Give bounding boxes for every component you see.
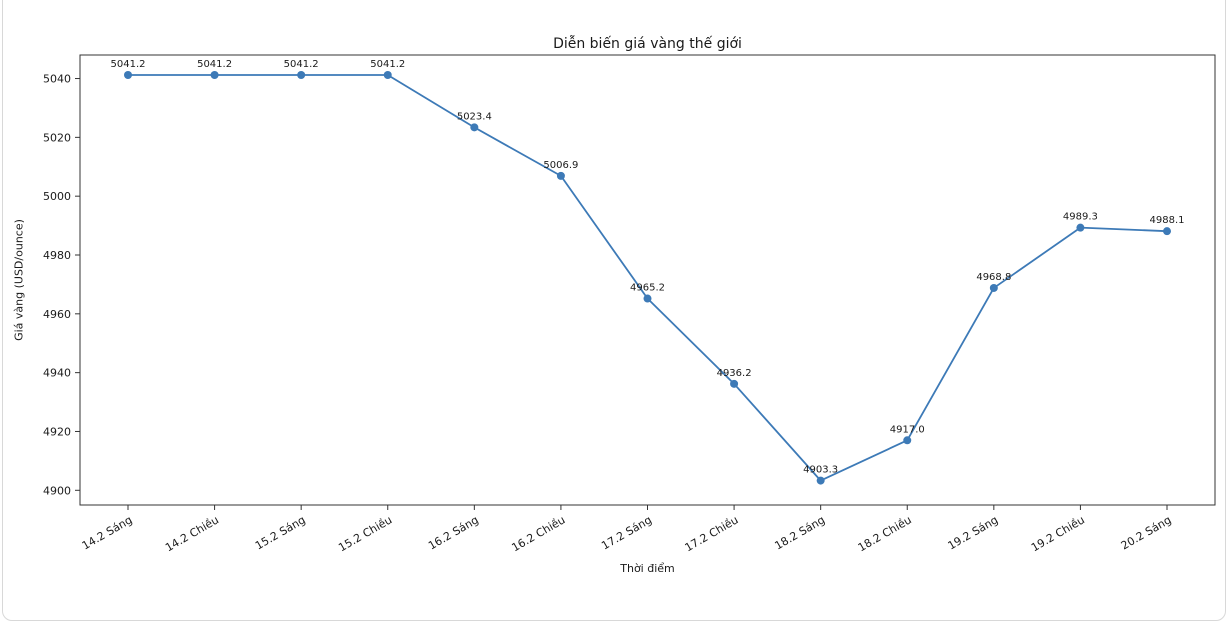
data-point-marker (1076, 223, 1085, 232)
y-tick-label: 4940 (43, 367, 71, 380)
y-tick-label: 5040 (43, 73, 71, 86)
point-label: 5041.2 (284, 59, 319, 70)
x-tick-label: 19.2 Chiều (1029, 513, 1087, 554)
y-tick-label: 4920 (43, 425, 71, 438)
point-label: 5041.2 (370, 59, 405, 70)
x-tick-label: 17.2 Sáng (599, 513, 654, 552)
x-tick-label: 14.2 Chiều (163, 513, 221, 554)
y-axis-title: Giá vàng (USD/ounce) (12, 219, 26, 341)
y-tick-label: 5000 (43, 190, 71, 203)
x-tick-label: 19.2 Sáng (946, 513, 1001, 552)
point-label: 4989.3 (1063, 212, 1098, 223)
point-label: 5041.2 (111, 59, 146, 70)
point-label: 4988.1 (1150, 215, 1185, 226)
x-tick-label: 14.2 Sáng (80, 513, 135, 552)
x-tick-label: 15.2 Sáng (253, 513, 308, 552)
chart-title: Diễn biến giá vàng thế giới (553, 36, 742, 52)
point-label: 4903.3 (803, 465, 838, 476)
data-point-marker (643, 294, 652, 303)
point-label: 4936.2 (717, 368, 752, 379)
point-label: 5041.2 (197, 59, 232, 70)
y-tick-label: 4960 (43, 308, 71, 321)
x-tick-label: 18.2 Sáng (772, 513, 827, 552)
y-tick-label: 5020 (43, 131, 71, 144)
x-tick-label: 16.2 Chiều (509, 513, 567, 554)
x-axis-title: Thời điểm (620, 562, 675, 575)
x-tick-label: 16.2 Sáng (426, 513, 481, 552)
point-label: 5006.9 (543, 160, 578, 171)
data-point-marker (470, 123, 479, 132)
data-point-marker (124, 71, 132, 79)
window-frame (2, 0, 1226, 621)
x-tick-label: 18.2 Chiều (856, 513, 914, 554)
point-label: 4968.8 (976, 272, 1011, 283)
data-point-marker (210, 71, 219, 79)
x-tick-label: 15.2 Chiều (336, 513, 394, 554)
data-point-marker (297, 71, 306, 79)
data-point-marker (556, 171, 565, 180)
data-point-marker (989, 283, 998, 292)
data-point-marker (730, 379, 739, 388)
point-label: 4917.0 (890, 424, 925, 435)
data-point-marker (816, 476, 825, 485)
x-tick-label: 20.2 Sáng (1119, 513, 1174, 552)
y-tick-label: 4900 (43, 484, 71, 497)
plot-border (79, 54, 1216, 506)
point-label: 4965.2 (630, 283, 665, 294)
y-tick-label: 4980 (43, 249, 71, 262)
data-point-marker (903, 436, 912, 445)
data-point-marker (383, 71, 392, 79)
x-tick-label: 17.2 Chiều (683, 513, 741, 554)
data-point-marker (1163, 227, 1171, 236)
point-label: 5023.4 (457, 111, 492, 122)
